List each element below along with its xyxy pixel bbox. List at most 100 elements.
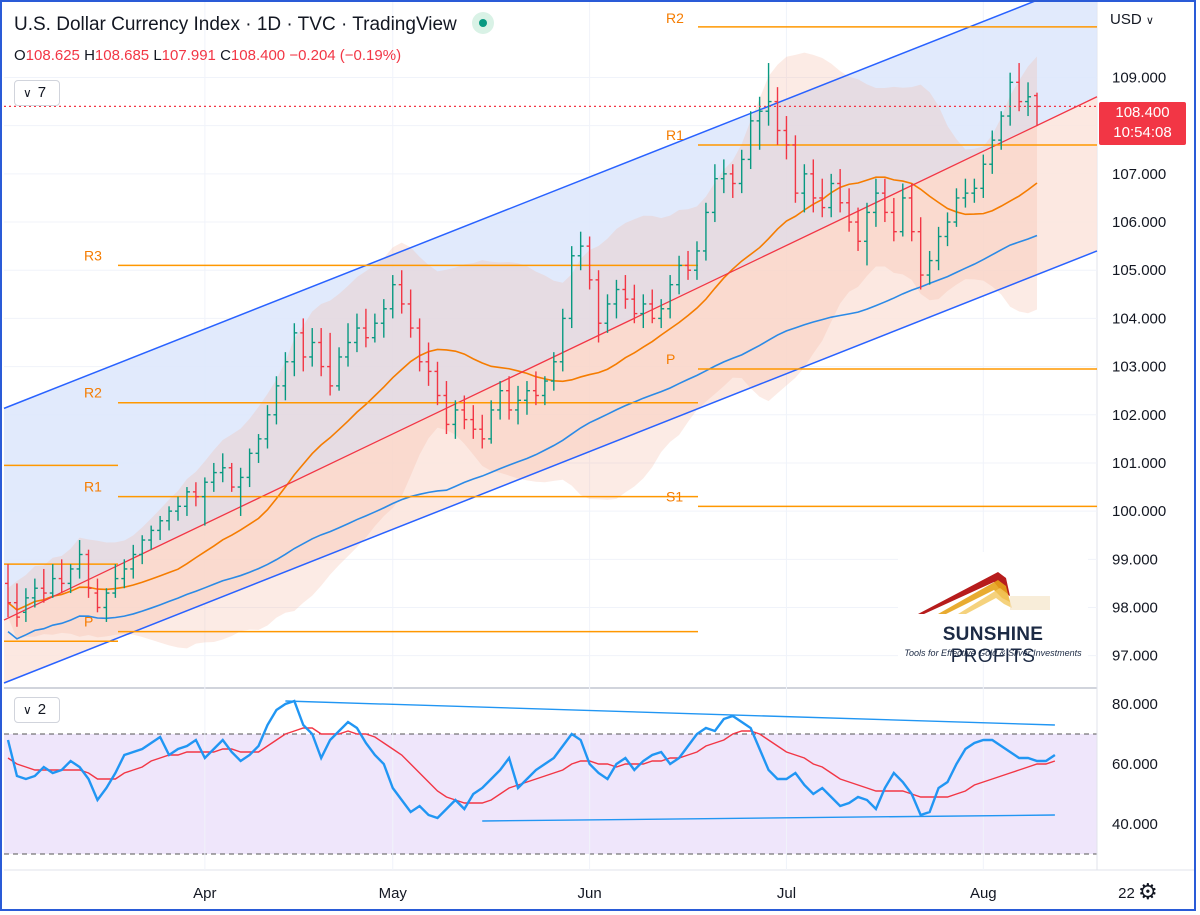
price-bar[interactable] <box>407 289 414 338</box>
price-bar[interactable] <box>398 270 405 314</box>
price-bar[interactable] <box>22 588 29 622</box>
price-bar[interactable] <box>595 270 602 343</box>
price-bar[interactable] <box>470 405 477 439</box>
price-bar[interactable] <box>273 376 280 425</box>
price-bar[interactable] <box>783 116 790 160</box>
price-bar[interactable] <box>917 217 924 290</box>
price-bar[interactable] <box>541 376 548 406</box>
price-bar[interactable] <box>434 361 441 406</box>
price-bar[interactable] <box>613 279 620 319</box>
price-bar[interactable] <box>720 159 727 194</box>
price-bar[interactable] <box>425 342 432 386</box>
price-bar[interactable] <box>765 63 772 126</box>
price-bar[interactable] <box>828 173 835 218</box>
price-bar[interactable] <box>640 294 647 329</box>
price-bar[interactable] <box>228 462 235 492</box>
price-bar[interactable] <box>76 540 83 579</box>
price-bar[interactable] <box>1007 72 1014 126</box>
price-bar[interactable] <box>85 549 92 598</box>
price-bar[interactable] <box>40 568 47 603</box>
price-bar[interactable] <box>461 395 468 430</box>
price-bar[interactable] <box>58 559 65 594</box>
price-bar[interactable] <box>810 159 817 213</box>
price-bar[interactable] <box>658 299 665 329</box>
price-bar[interactable] <box>899 183 906 237</box>
price-bar[interactable] <box>353 313 360 353</box>
price-bar[interactable] <box>702 202 709 261</box>
price-bar[interactable] <box>416 318 423 372</box>
price-bar[interactable] <box>863 202 870 266</box>
price-bar[interactable] <box>586 236 593 290</box>
price-bar[interactable] <box>13 583 20 627</box>
price-bar[interactable] <box>443 381 450 435</box>
price-bar[interactable] <box>121 559 128 589</box>
price-bar[interactable] <box>1016 63 1023 112</box>
price-bar[interactable] <box>550 352 557 391</box>
price-bar[interactable] <box>130 544 137 579</box>
symbol-title[interactable]: U.S. Dollar Currency Index · 1D · TVC · … <box>14 14 457 36</box>
price-bar[interactable] <box>801 164 808 213</box>
price-bar[interactable] <box>479 414 486 449</box>
settings-gear-icon[interactable]: ⚙ <box>1138 879 1158 904</box>
price-bar[interactable] <box>631 284 638 324</box>
price-bar[interactable] <box>890 197 897 242</box>
price-bar[interactable] <box>264 405 271 449</box>
price-bar[interactable] <box>855 207 862 251</box>
price-bar[interactable] <box>523 381 530 415</box>
price-bar[interactable] <box>846 188 853 232</box>
price-bar[interactable] <box>282 352 289 401</box>
price-bar[interactable] <box>819 178 826 218</box>
price-bar[interactable] <box>148 525 155 550</box>
main-indicators-toggle[interactable]: ∨ 7 <box>14 80 60 106</box>
price-bar[interactable] <box>568 246 575 329</box>
price-bar[interactable] <box>318 328 325 377</box>
price-bar[interactable] <box>192 482 199 507</box>
price-bar[interactable] <box>246 448 253 488</box>
price-bar[interactable] <box>49 564 56 598</box>
price-bar[interactable] <box>756 96 763 150</box>
price-bar[interactable] <box>67 564 74 594</box>
price-bar[interactable] <box>210 462 217 492</box>
price-bar[interactable] <box>201 477 208 526</box>
price-bar[interactable] <box>837 169 844 213</box>
price-bar[interactable] <box>944 212 951 247</box>
price-bar[interactable] <box>649 289 656 324</box>
price-bar[interactable] <box>5 564 11 618</box>
price-bar[interactable] <box>962 178 969 208</box>
price-bar[interactable] <box>380 299 387 338</box>
price-bar[interactable] <box>362 308 369 348</box>
price-bar[interactable] <box>309 328 316 367</box>
price-bar[interactable] <box>747 111 754 170</box>
price-bar[interactable] <box>345 323 352 367</box>
price-bar[interactable] <box>1025 82 1032 117</box>
price-bar[interactable] <box>175 496 182 521</box>
price-bar[interactable] <box>291 323 298 377</box>
price-bar[interactable] <box>622 275 629 309</box>
price-bar[interactable] <box>685 250 692 280</box>
price-bar[interactable] <box>935 226 942 271</box>
price-bar[interactable] <box>998 111 1005 150</box>
price-bar[interactable] <box>139 535 146 565</box>
price-bar[interactable] <box>667 275 674 319</box>
price-bar[interactable] <box>604 294 611 333</box>
price-bar[interactable] <box>693 241 700 280</box>
price-bar[interactable] <box>926 250 933 285</box>
price-bar[interactable] <box>953 188 960 227</box>
price-bar[interactable] <box>792 135 799 203</box>
price-bar[interactable] <box>515 385 522 425</box>
price-bar[interactable] <box>577 231 584 271</box>
price-bar[interactable] <box>881 178 888 223</box>
price-bar[interactable] <box>908 183 915 242</box>
price-bar[interactable] <box>980 154 987 198</box>
price-bar[interactable] <box>506 376 513 420</box>
price-bar[interactable] <box>532 371 539 406</box>
currency-selector[interactable]: USD ∨ <box>1110 11 1154 28</box>
price-bar[interactable] <box>559 308 566 372</box>
price-bar[interactable] <box>336 347 343 391</box>
price-bar[interactable] <box>103 588 110 622</box>
rsi-indicators-toggle[interactable]: ∨ 2 <box>14 697 60 723</box>
price-bar[interactable] <box>166 506 173 531</box>
price-bar[interactable] <box>971 178 978 203</box>
price-bar[interactable] <box>112 564 119 598</box>
price-bar[interactable] <box>237 467 244 516</box>
